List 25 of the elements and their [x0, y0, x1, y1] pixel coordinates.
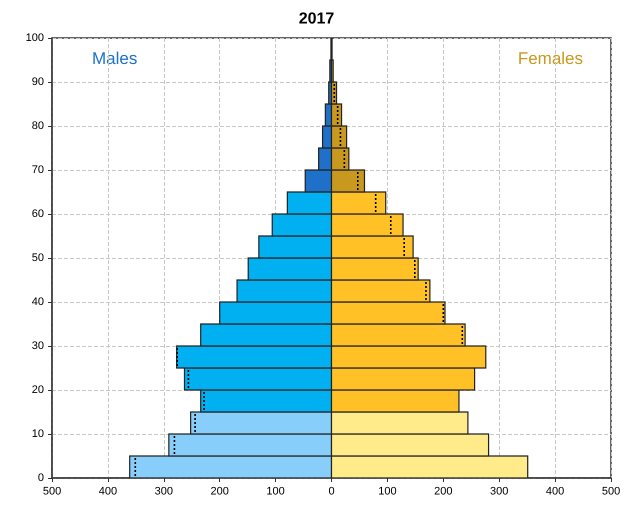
x-tick-label: 100	[378, 486, 397, 498]
y-tick-label: 90	[32, 76, 44, 88]
x-tick-label: 400	[98, 486, 118, 498]
x-tick-label: 200	[434, 486, 452, 498]
text: Females	[518, 49, 583, 68]
x-tick-label: 500	[42, 486, 62, 498]
y-tick-label: 80	[32, 120, 44, 132]
x-tick-label: 0	[328, 486, 335, 498]
text: Males	[92, 49, 138, 68]
y-tick-label: 30	[32, 340, 44, 352]
y-tick-label: 0	[38, 472, 44, 484]
x-tick-label: 300	[490, 486, 508, 498]
y-tick-label: 10	[32, 428, 44, 440]
y-tick-label: 50	[32, 252, 44, 264]
y-tick-label: 20	[32, 384, 44, 396]
y-tick-label: 100	[26, 32, 44, 44]
y-tick-label: 40	[32, 296, 44, 308]
y-tick-label: 70	[32, 164, 44, 176]
x-tick-label: 200	[210, 486, 229, 498]
chart-title: 2017	[298, 10, 334, 28]
y-tick-label: 60	[32, 208, 44, 220]
x-tick-label: 300	[154, 486, 173, 498]
x-tick-label: 400	[546, 486, 564, 498]
x-tick-label: 100	[266, 486, 285, 498]
x-tick-label: 500	[602, 486, 620, 498]
